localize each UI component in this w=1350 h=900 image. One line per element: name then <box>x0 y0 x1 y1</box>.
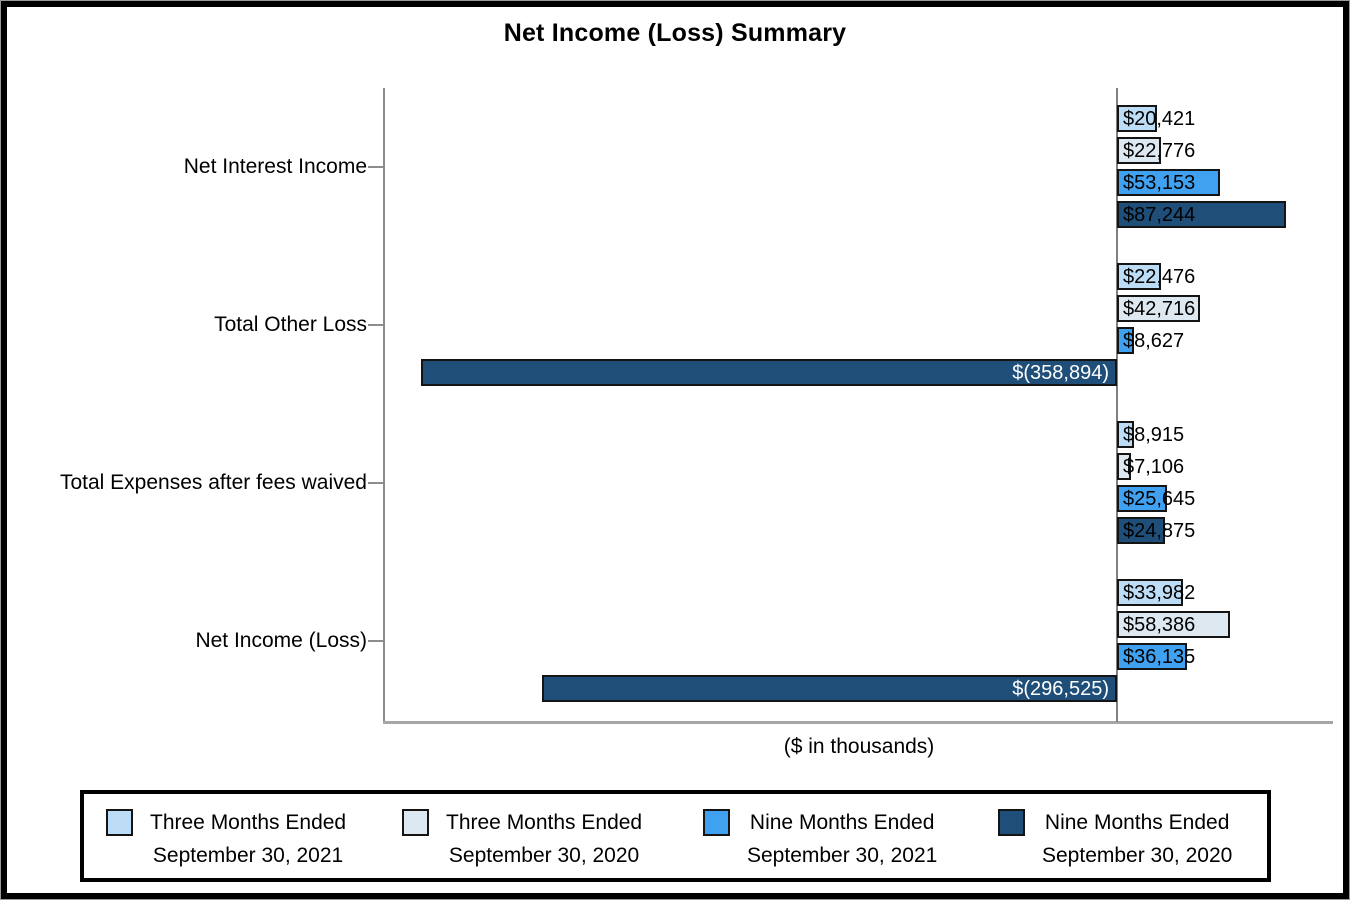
legend-label-line2: September 30, 2020 <box>448 844 640 867</box>
bar-value-label: $8,627 <box>1123 330 1185 352</box>
bar-series1-cat3 <box>1117 421 1134 448</box>
legend-box: Three Months Ended September 30, 2021 Th… <box>80 790 1271 882</box>
bar-value-label: $8,915 <box>1123 424 1185 446</box>
category-label: Net Income (Loss) <box>195 629 367 652</box>
legend-label: Three Months Ended September 30, 2021 <box>150 806 346 872</box>
bar-series2-cat3 <box>1117 453 1131 480</box>
bar-value-label: $(358,894) <box>1012 362 1109 384</box>
bar-series1-cat4 <box>1117 579 1183 606</box>
category-label: Net Interest Income <box>183 155 367 178</box>
bar-value-label: $7,106 <box>1123 456 1185 478</box>
category-label: Total Other Loss <box>214 313 367 336</box>
bar-series3-cat2 <box>1117 327 1134 354</box>
legend-item-nine-months-2021: Nine Months Ended September 30, 2021 <box>703 806 937 872</box>
bar-series3-cat1 <box>1117 169 1220 196</box>
bar-series2-cat2 <box>1117 295 1200 322</box>
bar-value-label: $22,776 <box>1123 140 1196 162</box>
category-tick <box>368 640 384 642</box>
category-tick <box>368 166 384 168</box>
legend-label-line2: September 30, 2021 <box>152 844 344 867</box>
chart-title: Net Income (Loss) Summary <box>503 19 847 47</box>
bar-value-label: $22,476 <box>1123 266 1196 288</box>
bar-series4-cat3 <box>1117 517 1165 544</box>
legend-label-line1: Three Months Ended <box>150 811 347 834</box>
legend-swatch-icon <box>998 809 1025 836</box>
legend-label: Three Months Ended September 30, 2020 <box>446 806 642 872</box>
bar-value-label: $25,645 <box>1123 488 1196 510</box>
legend-swatch-icon <box>402 809 429 836</box>
bar-series4-cat2 <box>421 359 1117 386</box>
bar-value-label: $58,386 <box>1123 614 1196 636</box>
legend-swatch-icon <box>703 809 730 836</box>
legend-label-line1: Nine Months Ended <box>1044 811 1230 834</box>
legend-label-line1: Nine Months Ended <box>749 811 935 834</box>
bar-series4-cat1 <box>1117 201 1286 228</box>
bar-series4-cat4 <box>542 675 1117 702</box>
bar-value-label: $20,421 <box>1123 108 1196 130</box>
bar-value-label: $53,153 <box>1123 172 1196 194</box>
legend-item-three-months-2021: Three Months Ended September 30, 2021 <box>106 806 346 872</box>
legend-item-nine-months-2020: Nine Months Ended September 30, 2020 <box>998 806 1232 872</box>
zero-value-line <box>1116 88 1118 722</box>
category-label: Total Expenses after fees waived <box>59 471 367 494</box>
legend-swatch-icon <box>106 809 133 836</box>
category-axis-line <box>383 88 385 722</box>
value-axis-title: ($ in thousands) <box>783 735 935 758</box>
bar-series3-cat4 <box>1117 643 1187 670</box>
bar-value-label: $36,135 <box>1123 646 1196 668</box>
bar-value-label: $33,982 <box>1123 582 1196 604</box>
bar-series1-cat2 <box>1117 263 1161 290</box>
bar-value-label: $(296,525) <box>1012 678 1109 700</box>
category-tick <box>368 324 384 326</box>
bar-series2-cat4 <box>1117 611 1230 638</box>
category-tick <box>368 482 384 484</box>
bar-value-label: $42,716 <box>1123 298 1196 320</box>
bar-value-label: $24,875 <box>1123 520 1196 542</box>
bar-value-label: $87,244 <box>1123 204 1196 226</box>
legend-label-line2: September 30, 2021 <box>747 844 938 867</box>
legend-item-three-months-2020: Three Months Ended September 30, 2020 <box>402 806 642 872</box>
bar-series3-cat3 <box>1117 485 1167 512</box>
legend-label-line2: September 30, 2020 <box>1042 844 1233 867</box>
bar-series2-cat1 <box>1117 137 1161 164</box>
bottom-axis-line <box>383 721 1333 724</box>
legend-label-line1: Three Months Ended <box>446 811 643 834</box>
bar-series1-cat1 <box>1117 105 1157 132</box>
legend-label: Nine Months Ended September 30, 2021 <box>747 806 937 872</box>
legend-label: Nine Months Ended September 30, 2020 <box>1042 806 1232 872</box>
